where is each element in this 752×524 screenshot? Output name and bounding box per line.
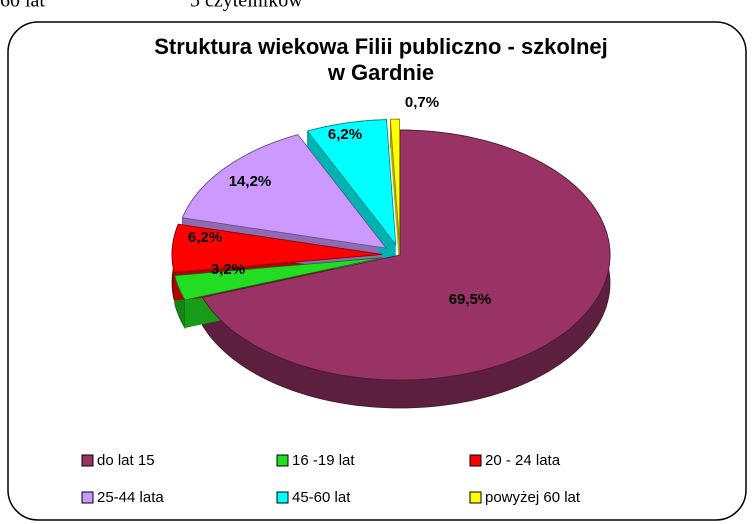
- legend-swatch: [276, 491, 289, 504]
- slice: [171, 223, 383, 273]
- slice-edge: [390, 119, 400, 273]
- legend-swatch: [469, 491, 482, 504]
- legend-label: do lat 15: [97, 452, 155, 469]
- legend-swatch: [81, 454, 94, 467]
- data-label: 69,5%: [449, 291, 492, 308]
- slice: [201, 129, 611, 381]
- chart-title: Struktura wiekowa Filii publiczno - szko…: [154, 34, 608, 59]
- legend-label: 25-44 lata: [97, 489, 164, 506]
- slice: [389, 118, 401, 245]
- legend: do lat 15 16 -19 lat 20 - 24 lata 25-44 lat…: [81, 452, 581, 506]
- data-label: 14,2%: [229, 173, 272, 190]
- slice: [181, 134, 388, 249]
- legend-label: 16 -19 lat: [292, 452, 355, 469]
- legend-swatch: [81, 491, 94, 504]
- header-fragment: 60 lat: [0, 0, 45, 12]
- data-labels: 69,5% 3,2% 6,2% 14,2% 6,2% 0,7%: [188, 94, 491, 308]
- data-label: 0,7%: [405, 94, 439, 111]
- legend-swatch: [276, 454, 289, 467]
- slice: [174, 257, 383, 301]
- legend-label: powyżej 60 lat: [485, 489, 581, 506]
- legend-label: 20 - 24 lata: [485, 452, 561, 469]
- slice: [306, 119, 397, 246]
- data-label: 6,2%: [188, 229, 222, 246]
- chart-title: w Gardnie: [327, 60, 434, 85]
- legend-swatch: [469, 454, 482, 467]
- data-label: 3,2%: [211, 261, 245, 278]
- data-label: 6,2%: [328, 126, 362, 143]
- header-fragment: 5 czytelników: [190, 0, 303, 12]
- pie-tops: [171, 118, 611, 381]
- legend-label: 45-60 lat: [292, 489, 351, 506]
